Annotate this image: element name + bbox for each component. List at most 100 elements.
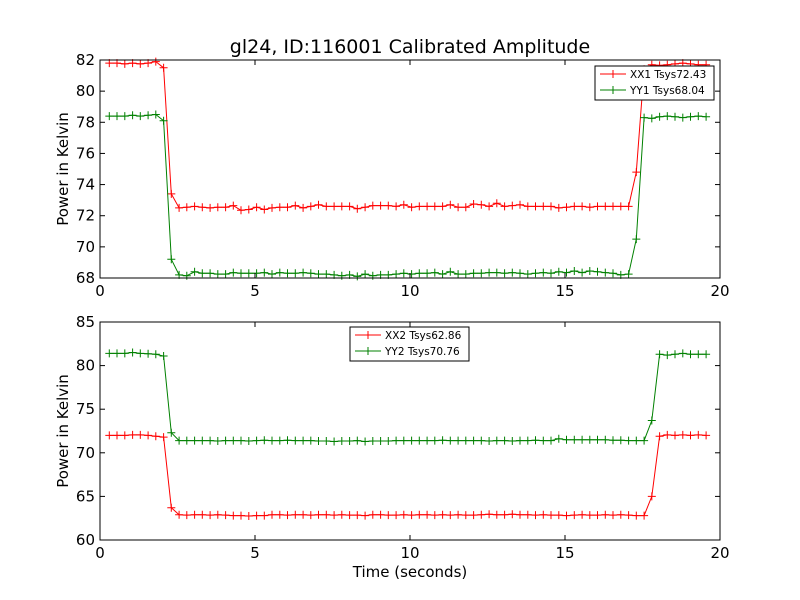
bottom-series-1-point-14 (213, 437, 222, 445)
top-series-0-point-60 (570, 202, 579, 211)
top-series-1-point-43 (438, 270, 447, 279)
bottom-series-1-point-40 (415, 436, 424, 445)
top-x-tick-label-4: 20 (710, 282, 729, 300)
bottom-series-1-point-76 (694, 350, 703, 359)
bottom-series-0-point-67 (624, 511, 633, 520)
top-series-1-point-46 (461, 270, 470, 279)
top-series-1-point-32 (353, 272, 362, 281)
top-series-0-point-55 (531, 202, 540, 211)
bottom-series-0-point-43 (438, 510, 447, 519)
top-series-1-point-40 (415, 269, 424, 278)
bottom-series-1-point-42 (430, 436, 439, 445)
top-series-0-point-11 (190, 202, 199, 211)
bottom-series-0-point-73 (671, 431, 679, 440)
top-series-0-point-4 (136, 59, 145, 68)
top-y-tick-label-1: 70 (76, 238, 95, 256)
bottom-series-1-point-9 (175, 436, 184, 445)
top-series-0-point-21 (268, 203, 276, 212)
top-series-1-point-11 (190, 267, 199, 276)
top-legend-marker-xx1 (609, 70, 617, 78)
bottom-series-0-point-61 (578, 510, 587, 519)
bottom-x-tick-label-0: 0 (95, 544, 105, 562)
top-series-1-point-58 (554, 267, 563, 276)
bottom-series-1-point-48 (477, 436, 486, 445)
bottom-series-1-point-5 (144, 349, 153, 358)
bottom-series-1-point-25 (299, 436, 308, 445)
top-series-1-point-8 (167, 255, 176, 264)
top-series-1-point-77 (702, 112, 711, 121)
bottom-series-0-point-24 (291, 510, 300, 519)
bottom-series-0-point-0 (105, 431, 114, 440)
top-series-1-point-53 (516, 269, 524, 278)
bottom-series-0-point-35 (376, 510, 385, 519)
bottom-series-1-point-26 (306, 436, 315, 445)
bottom-series-1-point-30 (337, 437, 346, 445)
top-series-1-point-1 (113, 112, 121, 121)
bottom-legend-entry-yy2: YY2 Tsys70.76 (355, 346, 460, 358)
top-series-0-point-44 (446, 200, 455, 209)
top-series-1-point-23 (283, 269, 292, 278)
bottom-series-1-point-43 (438, 436, 447, 445)
bottom-series-1-point-29 (330, 437, 339, 446)
top-series-1-point-74 (678, 113, 687, 122)
bottom-series-1-point-54 (523, 436, 532, 445)
top-series-0-point-56 (539, 202, 548, 211)
bottom-x-tick-label-4: 20 (710, 544, 729, 562)
bottom-series-1-point-18 (244, 437, 253, 445)
top-series-1-point-14 (213, 270, 222, 279)
top-legend: XX1 Tsys72.43 YY1 Tsys68.04 (594, 65, 715, 101)
bottom-series-1-point-64 (601, 435, 610, 444)
top-series-1-point-39 (407, 270, 416, 279)
top-series-1-point-7 (159, 116, 168, 125)
top-series-1-point-19 (252, 269, 261, 278)
bottom-x-tick-label-3: 15 (555, 544, 574, 562)
bottom-series-0-point-6 (151, 432, 160, 441)
bottom-series-0-point-16 (229, 511, 238, 520)
top-series-0 (105, 57, 711, 215)
top-series-0-point-41 (423, 202, 432, 211)
top-series-1-point-41 (423, 269, 432, 278)
top-series-0-point-22 (275, 203, 284, 212)
bottom-series-0-point-57 (547, 511, 555, 520)
bottom-series-1-point-22 (275, 436, 284, 445)
bottom-series-1-point-17 (237, 436, 245, 445)
bottom-series-0-point-63 (593, 511, 602, 520)
bottom-series-0-point-18 (244, 512, 253, 520)
top-series-1-point-63 (593, 267, 602, 276)
bottom-plot-data (105, 348, 711, 520)
top-series-1-point-12 (198, 269, 207, 278)
bottom-y-tick-label-5: 85 (76, 313, 95, 331)
bottom-legend-box (349, 326, 470, 362)
top-series-0-point-34 (368, 201, 377, 210)
top-series-1-point-61 (578, 268, 587, 277)
bottom-series-1-point-60 (570, 435, 579, 444)
bottom-series-0-point-9 (175, 510, 184, 519)
top-series-0-point-62 (585, 203, 594, 212)
bottom-series-0-point-12 (198, 510, 207, 519)
bottom-series-1-point-32 (353, 436, 362, 445)
top-series-0-point-14 (213, 203, 222, 212)
top-series-0-point-10 (182, 203, 191, 212)
bottom-series-1 (105, 348, 711, 446)
top-series-0-point-12 (198, 203, 207, 212)
bottom-series-1-point-20 (260, 436, 269, 445)
bottom-series-0-point-31 (345, 511, 354, 520)
top-series-0-point-48 (477, 200, 486, 209)
bottom-series-0-point-29 (330, 511, 339, 520)
bottom-series-0-point-49 (485, 510, 494, 519)
top-series-0-point-42 (430, 202, 439, 211)
top-y-tick-label-3: 74 (76, 176, 95, 194)
bottom-series-0-point-1 (113, 431, 121, 440)
bottom-series-0-point-27 (314, 510, 323, 519)
bottom-series-0-point-51 (500, 510, 509, 519)
top-legend-entry-yy1: YY1 Tsys68.04 (600, 85, 705, 97)
bottom-series-1-point-61 (578, 435, 587, 444)
bottom-series-1-point-34 (368, 437, 377, 445)
top-series-0-point-7 (159, 63, 168, 72)
top-x-tick-label-3: 15 (555, 282, 574, 300)
top-series-1-point-21 (268, 270, 276, 279)
bottom-series-1-point-38 (399, 436, 408, 445)
bottom-series-0-point-21 (268, 510, 276, 519)
top-series-1-point-6 (151, 110, 160, 119)
